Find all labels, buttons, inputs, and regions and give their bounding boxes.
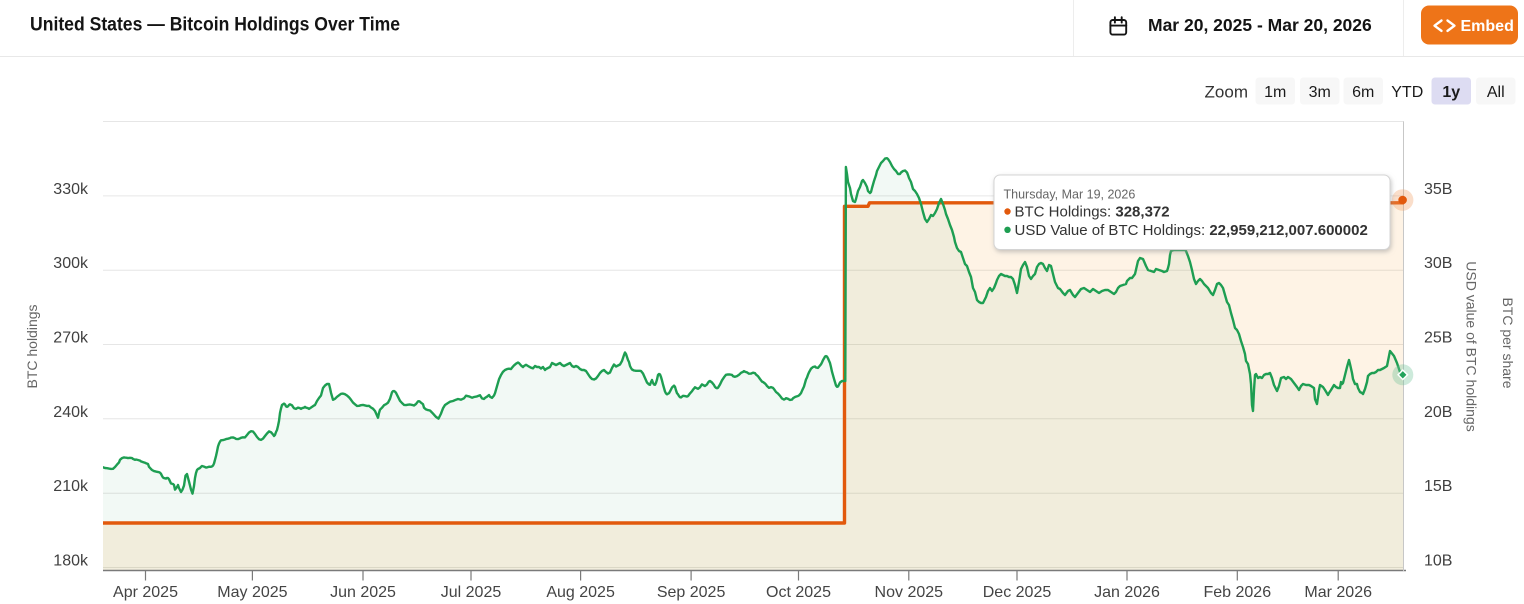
- svg-text:330k: 330k: [53, 181, 89, 198]
- svg-text:USD Value of BTC Holdings: 22,: USD Value of BTC Holdings: 22,959,212,00…: [1015, 222, 1368, 239]
- svg-text:20B: 20B: [1424, 404, 1452, 421]
- svg-text:6m: 6m: [1352, 84, 1374, 101]
- svg-text:15B: 15B: [1424, 478, 1452, 495]
- svg-text:10B: 10B: [1424, 553, 1452, 570]
- svg-text:United States — Bitcoin Holdin: United States — Bitcoin Holdings Over Ti…: [30, 14, 400, 36]
- svg-text:Thursday, Mar 19, 2026: Thursday, Mar 19, 2026: [1004, 188, 1136, 202]
- svg-text:180k: 180k: [53, 553, 89, 570]
- svg-text:1y: 1y: [1442, 84, 1460, 101]
- svg-text:210k: 210k: [53, 478, 89, 495]
- svg-text:BTC per share: BTC per share: [1500, 297, 1516, 388]
- svg-text:30B: 30B: [1424, 255, 1452, 272]
- svg-text:May 2025: May 2025: [217, 584, 287, 601]
- svg-text:Aug 2025: Aug 2025: [546, 584, 615, 601]
- svg-text:Oct 2025: Oct 2025: [766, 584, 831, 601]
- svg-text:Dec 2025: Dec 2025: [983, 584, 1052, 601]
- svg-text:35B: 35B: [1424, 181, 1452, 198]
- svg-text:BTC Holdings: 328,372: BTC Holdings: 328,372: [1015, 204, 1170, 221]
- svg-text:Apr 2025: Apr 2025: [113, 584, 178, 601]
- svg-text:300k: 300k: [53, 255, 89, 272]
- svg-text:270k: 270k: [53, 330, 89, 347]
- svg-text:Mar 2026: Mar 2026: [1304, 584, 1372, 601]
- svg-text:Sep 2025: Sep 2025: [657, 584, 726, 601]
- svg-text:Jul 2025: Jul 2025: [441, 584, 502, 601]
- svg-text:Mar 20, 2025 - Mar 20, 2026: Mar 20, 2025 - Mar 20, 2026: [1148, 15, 1372, 35]
- svg-text:All: All: [1487, 84, 1505, 101]
- svg-text:Jan 2026: Jan 2026: [1094, 584, 1160, 601]
- svg-text:3m: 3m: [1309, 84, 1331, 101]
- svg-text:1m: 1m: [1264, 84, 1286, 101]
- svg-text:240k: 240k: [53, 404, 89, 421]
- svg-text:25B: 25B: [1424, 330, 1452, 347]
- svg-text:YTD: YTD: [1391, 84, 1423, 101]
- svg-text:Nov 2025: Nov 2025: [875, 584, 944, 601]
- svg-text:Zoom: Zoom: [1205, 83, 1248, 102]
- svg-text:Feb 2026: Feb 2026: [1203, 584, 1271, 601]
- svg-text:BTC holdings: BTC holdings: [24, 304, 40, 388]
- svg-text:Jun 2025: Jun 2025: [330, 584, 396, 601]
- svg-text:USD value of BTC holdings: USD value of BTC holdings: [1464, 261, 1480, 431]
- svg-text:Embed: Embed: [1461, 18, 1514, 35]
